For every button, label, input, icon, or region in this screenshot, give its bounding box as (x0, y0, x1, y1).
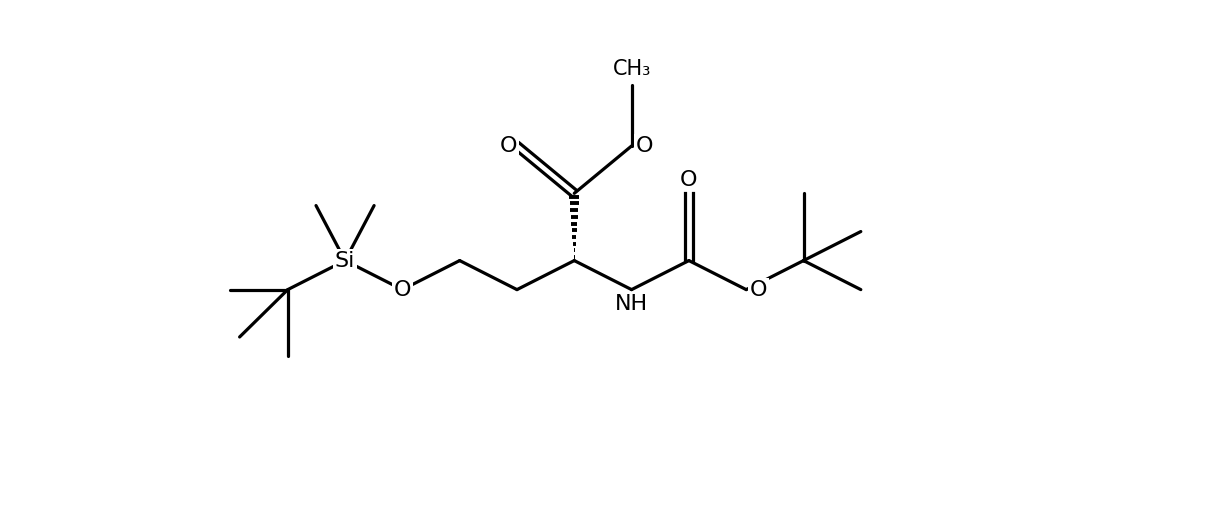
Text: O: O (635, 136, 653, 156)
Text: O: O (393, 280, 411, 300)
Text: O: O (500, 136, 517, 156)
Text: O: O (680, 170, 698, 189)
Text: Si: Si (335, 251, 356, 270)
Text: O: O (750, 280, 767, 300)
Text: CH₃: CH₃ (612, 59, 651, 79)
Text: NH: NH (615, 294, 649, 314)
